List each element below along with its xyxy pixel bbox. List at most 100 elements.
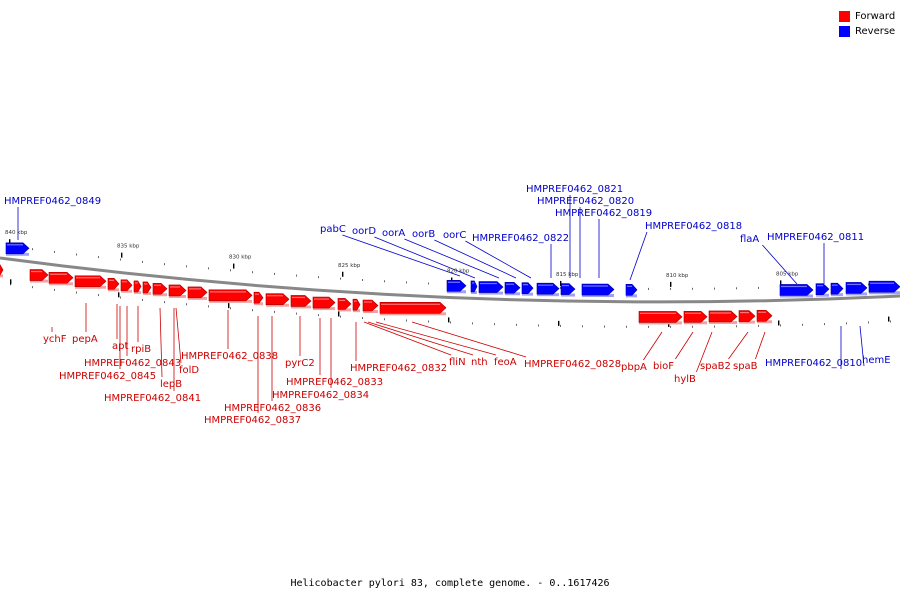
minor-tick	[340, 315, 341, 318]
reverse-gene-connector	[374, 236, 476, 279]
forward-gene-label: HMPREF0462_0843	[84, 358, 181, 369]
minor-tick	[846, 322, 847, 325]
minor-tick	[362, 279, 363, 282]
gene-shadow	[0, 274, 3, 278]
minor-tick	[670, 287, 671, 290]
minor-tick	[142, 298, 143, 301]
minor-tick	[626, 325, 627, 328]
reverse-gene-arrow	[815, 283, 830, 295]
major-tick	[338, 311, 340, 317]
minor-tick	[428, 282, 429, 285]
legend-item-forward: Forward	[839, 10, 895, 23]
reverse-gene-connector	[465, 240, 532, 279]
minor-tick	[296, 274, 297, 277]
forward-gene-arrow	[379, 301, 447, 314]
forward-gene-label: HMPREF0462_0841	[104, 393, 201, 404]
reverse-gene-label: HMPREF0462_0821	[526, 184, 623, 195]
minor-tick	[648, 287, 649, 290]
forward-gene-label: HMPREF0462_0836	[224, 403, 321, 414]
minor-tick	[208, 267, 209, 270]
gene-shadow	[363, 310, 378, 314]
forward-gene-arrow	[74, 275, 107, 288]
reverse-gene-label: pabC	[320, 224, 346, 235]
forward-gene-label: hylB	[674, 374, 696, 385]
minor-tick	[406, 319, 407, 322]
reverse-gene-arrow	[504, 281, 521, 294]
minor-tick	[736, 325, 737, 328]
minor-tick	[230, 269, 231, 272]
minor-tick	[384, 318, 385, 321]
forward-gene-arrow	[120, 279, 133, 292]
minor-tick	[296, 312, 297, 315]
minor-tick	[208, 305, 209, 308]
forward-gene-connector	[363, 321, 452, 356]
gene-shadow	[338, 308, 351, 312]
gene-shadow	[561, 293, 575, 297]
forward-gene-label: feoA	[494, 357, 517, 368]
minor-tick	[318, 276, 319, 279]
gene-shadow	[134, 290, 141, 294]
legend-item-reverse: Reverse	[839, 25, 895, 38]
minor-tick	[384, 280, 385, 283]
forward-gene-label: HMPREF0462_0838	[181, 351, 278, 362]
forward-gene-label: HMPREF0462_0837	[204, 415, 301, 426]
forward-gene-arrow	[265, 293, 290, 306]
reverse-gene-label: HMPREF0462_0819	[555, 208, 652, 219]
minor-tick	[428, 320, 429, 323]
reverse-gene-label: oorC	[443, 230, 466, 241]
minor-tick	[164, 301, 165, 304]
major-tick	[448, 317, 450, 323]
scale-label: 820 kbp	[447, 269, 470, 275]
forward-gene-connector	[411, 321, 527, 358]
legend-label-reverse: Reverse	[855, 26, 896, 37]
genome-caption: Helicobacter pylori 83, complete genome.…	[290, 578, 610, 589]
reverse-gene-label: HMPREF0462_0822	[472, 233, 569, 244]
minor-tick	[406, 281, 407, 284]
reverse-gene-connector	[404, 238, 500, 279]
minor-tick	[868, 283, 869, 286]
minor-tick	[516, 323, 517, 326]
gene-shadow	[380, 312, 446, 316]
forward-gene-arrow	[312, 296, 336, 309]
minor-tick	[758, 324, 759, 327]
scale-ticks	[9, 239, 891, 328]
gene-shadow	[639, 321, 682, 325]
minor-tick	[714, 325, 715, 328]
minor-tick	[252, 309, 253, 312]
minor-tick	[252, 271, 253, 274]
forward-gene-arrow	[683, 310, 708, 323]
minor-tick	[362, 317, 363, 320]
forward-gene-label: pbpA	[621, 362, 647, 373]
gene-shadow	[313, 307, 335, 311]
gene-shadow	[6, 252, 29, 256]
forward-gene-label: fliN	[449, 357, 466, 368]
reverse-gene-label: oorD	[352, 226, 376, 237]
reverse-gene-label: HMPREF0462_0820	[537, 196, 634, 207]
reverse-gene-arrow	[521, 282, 534, 294]
minor-tick	[76, 253, 77, 256]
forward-gene-arrow	[756, 309, 773, 322]
forward-swatch	[839, 11, 850, 22]
reverse-gene-connector	[859, 325, 865, 367]
minor-tick	[692, 325, 693, 328]
minor-tick	[450, 321, 451, 324]
gene-shadow	[479, 291, 503, 295]
minor-tick	[890, 320, 891, 323]
forward-gene-arrow	[187, 286, 208, 299]
forward-gene-arrow	[29, 269, 49, 281]
minor-tick	[186, 303, 187, 306]
legend-label-forward: Forward	[855, 11, 896, 22]
scale-label: 815 kbp	[556, 272, 579, 278]
major-tick	[9, 239, 11, 245]
forward-gene-arrow	[0, 264, 4, 276]
forward-gene-connector	[728, 331, 749, 360]
scale-label: 810 kbp	[666, 273, 689, 279]
minor-tick	[648, 325, 649, 328]
minor-tick	[274, 310, 275, 313]
minor-tick	[120, 296, 121, 299]
forward-gene-arrow	[738, 310, 756, 322]
forward-gene-connector	[643, 331, 663, 361]
reverse-gene-arrow	[830, 282, 844, 295]
forward-gene-arrow	[337, 298, 352, 310]
minor-tick	[54, 250, 55, 253]
